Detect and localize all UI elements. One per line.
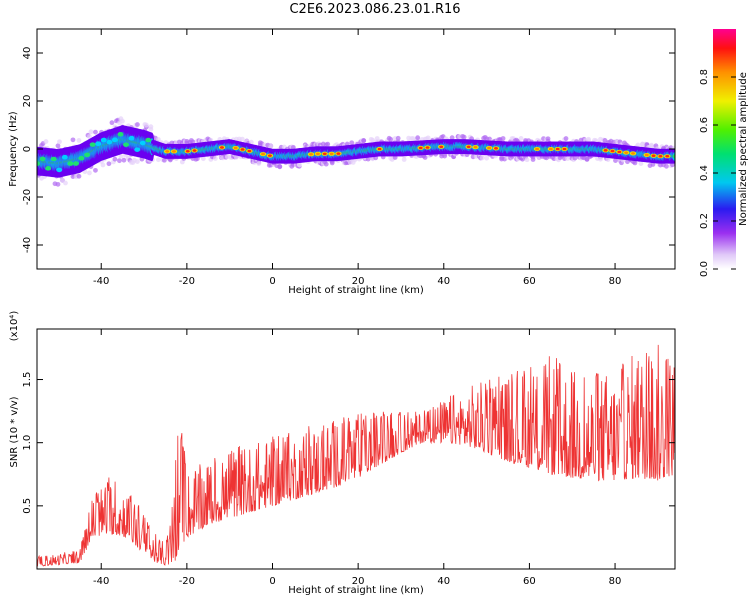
colorbar-tick-label: 0.8 bbox=[699, 69, 710, 85]
snr-x-axis-label: Height of straight line (km) bbox=[288, 585, 424, 596]
spectrogram-x-tick-label: -40 bbox=[93, 276, 109, 287]
snr-y-axis-label: SNR (10 * v/v) bbox=[9, 396, 20, 467]
snr-x-tick-label: 80 bbox=[609, 576, 622, 587]
snr-y-tick-label: 0.5 bbox=[22, 498, 33, 514]
snr-x-tick-label: -20 bbox=[179, 576, 195, 587]
snr-y-tick-label: 1.5 bbox=[22, 372, 33, 388]
snr-scale-label: (x10⁴) bbox=[9, 311, 20, 342]
spectrogram-y-tick-label: -40 bbox=[22, 237, 33, 253]
colorbar-tick-label: 0.2 bbox=[699, 213, 710, 229]
spectrogram-y-axis-label: Frequency (Hz) bbox=[8, 111, 19, 187]
snr-x-tick-label: -40 bbox=[93, 576, 109, 587]
spectrogram-x-tick-label: -20 bbox=[179, 276, 195, 287]
snr-frame bbox=[36, 328, 676, 570]
snr-y-tick-label: 1.0 bbox=[22, 435, 33, 451]
snr-x-tick-label: 60 bbox=[523, 576, 536, 587]
colorbar-gradient bbox=[713, 29, 736, 269]
colorbar-ticks: 0.0 0.2 0.4 0.6 0.8 bbox=[699, 69, 736, 277]
snr-panel: -40 -20 0 20 40 60 80 0.5 1.0 1.5 Height of stra… bbox=[9, 311, 676, 596]
colorbar-tick-label: 0.6 bbox=[699, 117, 710, 133]
snr-y-ticks: 0.5 1.0 1.5 bbox=[22, 372, 675, 514]
snr-x-ticks: -40 -20 0 20 40 60 80 bbox=[93, 329, 621, 587]
spectrogram-panel: -40 -20 0 20 40 60 80 -40 -20 0 20 40 Height of st… bbox=[8, 28, 676, 296]
spectrogram-x-axis-label: Height of straight line (km) bbox=[288, 285, 424, 296]
spectrogram-heatmap bbox=[37, 116, 675, 187]
spectrogram-x-tick-label: 0 bbox=[269, 276, 275, 287]
colorbar-tick-label: 0.4 bbox=[699, 165, 710, 181]
spectrogram-y-tick-label: 20 bbox=[22, 95, 33, 108]
spectrogram-x-tick-label: 60 bbox=[523, 276, 536, 287]
snr-series-line bbox=[37, 344, 675, 567]
snr-x-tick-label: 20 bbox=[352, 576, 365, 587]
spectrogram-x-tick-label: 20 bbox=[352, 276, 365, 287]
colorbar-label: Normalized spectral amplitude bbox=[738, 72, 749, 226]
snr-x-tick-label: 40 bbox=[437, 576, 450, 587]
figure-title: C2E6.2023.086.23.01.R16 bbox=[289, 2, 461, 17]
spectrogram-x-tick-label: 80 bbox=[609, 276, 622, 287]
spectrogram-y-tick-label: 40 bbox=[22, 47, 33, 60]
colorbar-tick-label: 0.0 bbox=[699, 261, 710, 277]
snr-x-tick-label: 0 bbox=[269, 576, 275, 587]
spectrogram-y-tick-label: 0 bbox=[22, 146, 33, 152]
colorbar: 0.0 0.2 0.4 0.6 0.8 Normalized spectral ampl… bbox=[699, 29, 749, 277]
spectrogram-y-tick-label: -20 bbox=[22, 189, 33, 205]
spectrogram-x-tick-label: 40 bbox=[437, 276, 450, 287]
spectrogram-x-ticks: -40 -20 0 20 40 60 80 bbox=[93, 29, 621, 287]
spectrogram-y-ticks: -40 -20 0 20 40 bbox=[22, 47, 675, 253]
